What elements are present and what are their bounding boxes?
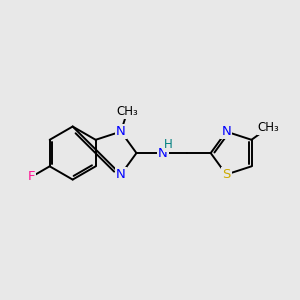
Text: N: N — [116, 125, 126, 138]
Text: S: S — [222, 168, 230, 181]
Text: N: N — [221, 125, 231, 138]
Text: N: N — [116, 168, 126, 181]
Text: H: H — [164, 138, 173, 151]
Text: N: N — [158, 147, 168, 160]
Text: F: F — [28, 170, 35, 183]
Text: CH₃: CH₃ — [116, 105, 138, 118]
Text: CH₃: CH₃ — [258, 121, 280, 134]
